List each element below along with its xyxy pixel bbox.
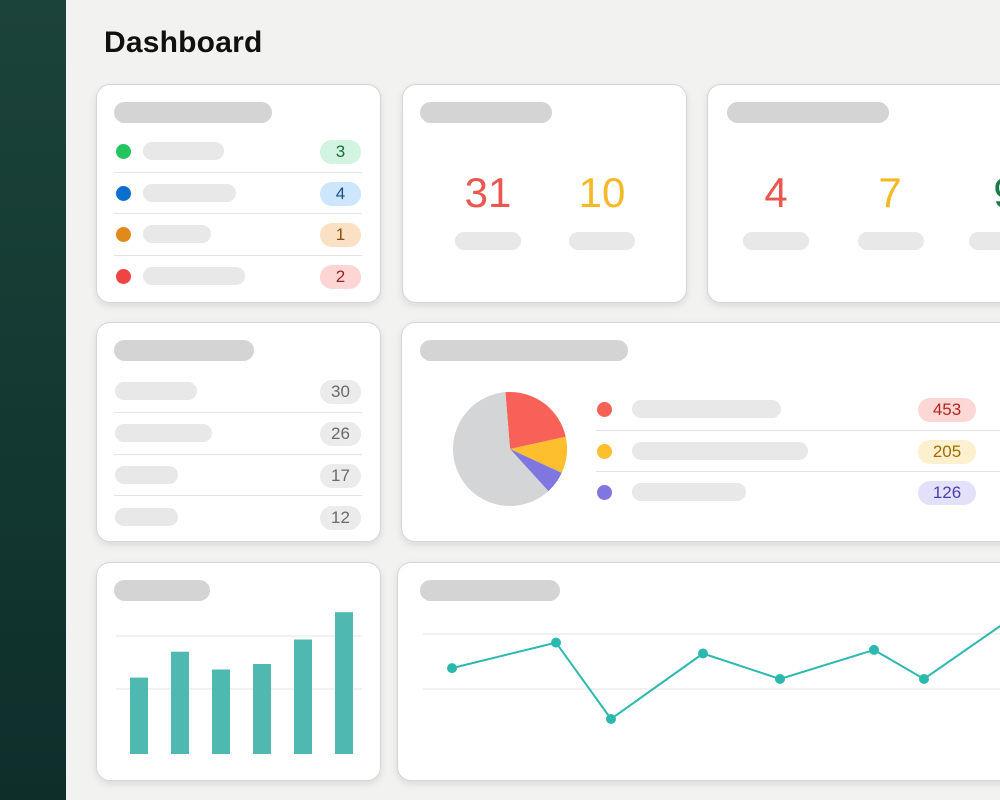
count-badge: 4 [320, 182, 361, 206]
line-point [698, 648, 708, 659]
line-chart-card [397, 562, 1000, 781]
count-badge: 12 [320, 506, 361, 530]
pie-slice-red [505, 391, 566, 449]
legend-label-placeholder [632, 400, 781, 418]
divider [114, 255, 362, 256]
legend-label-placeholder [632, 442, 808, 460]
card-title-placeholder [420, 102, 552, 123]
card-title-placeholder [420, 340, 628, 361]
card-title-placeholder [114, 340, 254, 361]
legend-dot [597, 444, 612, 459]
bar [253, 664, 271, 754]
label-placeholder [143, 184, 236, 202]
label-placeholder [115, 382, 197, 400]
card-title-placeholder [114, 580, 210, 601]
stat-value: 9 [965, 172, 1000, 214]
legend-dot [597, 485, 612, 500]
stats-card-three: 4 7 9 [707, 84, 1000, 303]
stat-value: 31 [464, 169, 512, 216]
ranked-list-card: 30 26 17 12 [96, 322, 381, 542]
divider [596, 471, 1000, 472]
status-dot [116, 186, 131, 201]
bar-chart [116, 612, 362, 754]
count-badge: 3 [320, 140, 361, 164]
label-placeholder [143, 225, 211, 243]
label-placeholder [115, 466, 178, 484]
label-placeholder [115, 424, 212, 442]
stat-value: 10 [578, 169, 626, 216]
line-point [775, 674, 785, 684]
card-title-placeholder [114, 102, 272, 123]
divider [114, 454, 362, 455]
pie-slice-other [453, 392, 549, 506]
legend-count-badge: 126 [918, 481, 976, 505]
stat-value: 7 [878, 169, 902, 216]
sidebar [0, 0, 66, 800]
bar [130, 677, 148, 754]
status-list-card: 3 4 1 2 [96, 84, 381, 303]
count-badge: 1 [320, 223, 361, 247]
legend-count-badge: 205 [918, 440, 976, 464]
line-point [606, 714, 616, 724]
card-title-placeholder [420, 580, 560, 601]
divider [114, 412, 362, 413]
divider [114, 495, 362, 496]
stat-label-placeholder [858, 232, 924, 250]
legend-count-badge: 453 [918, 398, 976, 422]
divider [114, 172, 362, 173]
bar [212, 669, 230, 754]
divider [114, 213, 362, 214]
bar [171, 651, 189, 754]
status-dot [116, 269, 131, 284]
pie-slice-yellow [510, 436, 567, 473]
divider [596, 430, 1000, 431]
line-chart [423, 624, 1000, 724]
pie-chart [453, 391, 567, 506]
stat-label-placeholder [969, 232, 1000, 250]
count-badge: 2 [320, 265, 361, 289]
line-point [919, 674, 929, 684]
stats-card-two: 31 10 [402, 84, 687, 303]
stat-value: 4 [764, 169, 788, 216]
stat-label-placeholder [569, 232, 635, 250]
page-title: Dashboard [104, 26, 263, 59]
line-point [869, 644, 879, 655]
label-placeholder [143, 142, 224, 160]
bar-chart-card [96, 562, 381, 781]
status-dot [116, 144, 131, 159]
line-point [551, 637, 561, 648]
status-dot [116, 227, 131, 242]
bar [335, 612, 353, 754]
pie-slice-purple [510, 449, 562, 492]
pie-chart-card: 453 205 126 [401, 322, 1000, 542]
legend-dot [597, 402, 612, 417]
label-placeholder [143, 267, 245, 285]
count-badge: 17 [320, 464, 361, 488]
card-title-placeholder [727, 102, 889, 123]
stat-label-placeholder [743, 232, 809, 250]
count-badge: 26 [320, 422, 361, 446]
line-series [451, 624, 1000, 721]
stat-label-placeholder [455, 232, 521, 250]
legend-label-placeholder [632, 483, 746, 501]
label-placeholder [115, 508, 178, 526]
count-badge: 30 [320, 380, 361, 404]
line-point [447, 663, 457, 674]
bar [294, 639, 312, 754]
